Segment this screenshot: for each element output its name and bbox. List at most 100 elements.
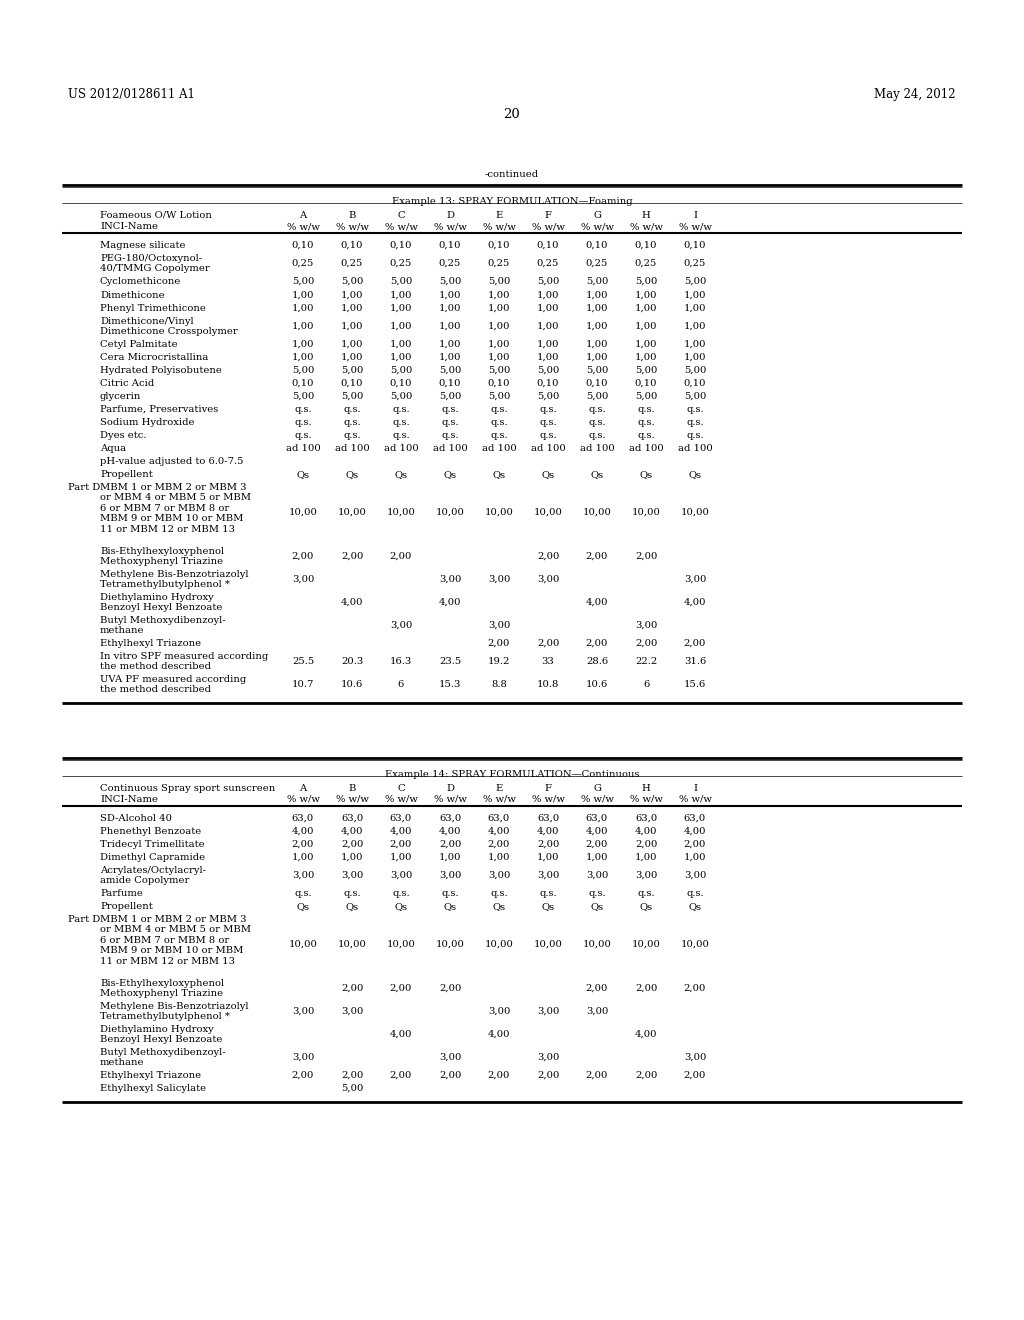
- Text: 2,00: 2,00: [439, 983, 461, 993]
- Text: 3,00: 3,00: [635, 620, 657, 630]
- Text: 1,00: 1,00: [341, 341, 364, 348]
- Text: 1,00: 1,00: [586, 352, 608, 362]
- Text: Qs: Qs: [345, 902, 358, 911]
- Text: Continuous Spray sport sunscreen: Continuous Spray sport sunscreen: [100, 784, 275, 793]
- Text: 0,10: 0,10: [341, 242, 364, 249]
- Text: q.s.: q.s.: [343, 418, 360, 426]
- Text: Dyes etc.: Dyes etc.: [100, 432, 146, 440]
- Text: 4,00: 4,00: [341, 598, 364, 607]
- Text: 0,10: 0,10: [586, 379, 608, 388]
- Text: ad 100: ad 100: [384, 444, 419, 453]
- Text: 2,00: 2,00: [487, 840, 510, 849]
- Text: 10,00: 10,00: [583, 940, 611, 949]
- Text: q.s.: q.s.: [637, 418, 654, 426]
- Text: % w/w: % w/w: [581, 795, 613, 804]
- Text: 5,00: 5,00: [341, 277, 364, 286]
- Text: Qs: Qs: [443, 470, 457, 479]
- Text: 1,00: 1,00: [292, 853, 314, 862]
- Text: Cyclomethicone: Cyclomethicone: [100, 277, 181, 286]
- Text: 1,00: 1,00: [586, 290, 608, 300]
- Text: 10,00: 10,00: [435, 940, 465, 949]
- Text: 2,00: 2,00: [684, 840, 707, 849]
- Text: 4,00: 4,00: [635, 828, 657, 836]
- Text: 1,00: 1,00: [487, 853, 510, 862]
- Text: q.s.: q.s.: [637, 432, 654, 440]
- Text: 0,10: 0,10: [438, 242, 461, 249]
- Text: 5,00: 5,00: [487, 366, 510, 375]
- Text: G: G: [593, 784, 601, 793]
- Text: E: E: [496, 784, 503, 793]
- Text: 4,00: 4,00: [586, 598, 608, 607]
- Text: 15.3: 15.3: [439, 680, 461, 689]
- Text: 8.8: 8.8: [492, 680, 507, 689]
- Text: 2,00: 2,00: [487, 1071, 510, 1080]
- Text: 10,00: 10,00: [534, 508, 562, 517]
- Text: Methylene Bis-Benzotriazolyl
Tetramethylbutylphenol *: Methylene Bis-Benzotriazolyl Tetramethyl…: [100, 1002, 249, 1022]
- Text: 1,00: 1,00: [635, 341, 657, 348]
- Text: % w/w: % w/w: [679, 795, 712, 804]
- Text: Qs: Qs: [493, 470, 506, 479]
- Text: 19.2: 19.2: [487, 657, 510, 667]
- Text: I: I: [693, 784, 697, 793]
- Text: q.s.: q.s.: [392, 888, 410, 898]
- Text: 0,10: 0,10: [684, 242, 707, 249]
- Text: Qs: Qs: [688, 470, 701, 479]
- Text: % w/w: % w/w: [630, 222, 663, 231]
- Text: 3,00: 3,00: [292, 1007, 314, 1016]
- Text: Ethylhexyl Triazone: Ethylhexyl Triazone: [100, 639, 201, 648]
- Text: 28.6: 28.6: [586, 657, 608, 667]
- Text: Qs: Qs: [394, 470, 408, 479]
- Text: 2,00: 2,00: [537, 639, 559, 648]
- Text: Propellent: Propellent: [100, 902, 153, 911]
- Text: 2,00: 2,00: [684, 983, 707, 993]
- Text: q.s.: q.s.: [637, 888, 654, 898]
- Text: q.s.: q.s.: [294, 418, 312, 426]
- Text: 10,00: 10,00: [484, 940, 513, 949]
- Text: Ethylhexyl Triazone: Ethylhexyl Triazone: [100, 1071, 201, 1080]
- Text: 2,00: 2,00: [586, 1071, 608, 1080]
- Text: 4,00: 4,00: [438, 598, 461, 607]
- Text: 1,00: 1,00: [438, 352, 461, 362]
- Text: 4,00: 4,00: [438, 828, 461, 836]
- Text: 1,00: 1,00: [292, 352, 314, 362]
- Text: q.s.: q.s.: [441, 418, 459, 426]
- Text: 5,00: 5,00: [439, 392, 461, 401]
- Text: 1,00: 1,00: [438, 290, 461, 300]
- Text: 4,00: 4,00: [537, 828, 559, 836]
- Text: 2,00: 2,00: [390, 552, 413, 561]
- Text: % w/w: % w/w: [433, 222, 467, 231]
- Text: 31.6: 31.6: [684, 657, 707, 667]
- Text: 10.6: 10.6: [341, 680, 364, 689]
- Text: 5,00: 5,00: [586, 392, 608, 401]
- Text: % w/w: % w/w: [679, 222, 712, 231]
- Text: q.s.: q.s.: [490, 432, 508, 440]
- Text: 2,00: 2,00: [635, 639, 657, 648]
- Text: 1,00: 1,00: [635, 304, 657, 313]
- Text: 0,10: 0,10: [635, 242, 657, 249]
- Text: 0,10: 0,10: [390, 242, 413, 249]
- Text: 1,00: 1,00: [586, 304, 608, 313]
- Text: 4,00: 4,00: [684, 828, 707, 836]
- Text: 2,00: 2,00: [635, 552, 657, 561]
- Text: MBM 1 or MBM 2 or MBM 3
or MBM 4 or MBM 5 or MBM
6 or MBM 7 or MBM 8 or
MBM 9 or: MBM 1 or MBM 2 or MBM 3 or MBM 4 or MBM …: [100, 483, 251, 533]
- Text: 63,0: 63,0: [684, 814, 707, 822]
- Text: glycerin: glycerin: [100, 392, 141, 401]
- Text: Cetyl Palmitate: Cetyl Palmitate: [100, 341, 177, 348]
- Text: 63,0: 63,0: [537, 814, 559, 822]
- Text: 1,00: 1,00: [341, 322, 364, 331]
- Text: 0,10: 0,10: [684, 379, 707, 388]
- Text: 1,00: 1,00: [635, 352, 657, 362]
- Text: 1,00: 1,00: [438, 322, 461, 331]
- Text: 4,00: 4,00: [635, 1030, 657, 1039]
- Text: 20.3: 20.3: [341, 657, 364, 667]
- Text: 1,00: 1,00: [292, 322, 314, 331]
- Text: 3,00: 3,00: [292, 576, 314, 583]
- Text: 10,00: 10,00: [435, 508, 465, 517]
- Text: 0,10: 0,10: [292, 379, 314, 388]
- Text: 3,00: 3,00: [487, 1007, 510, 1016]
- Text: q.s.: q.s.: [588, 405, 606, 414]
- Text: 10,00: 10,00: [387, 940, 416, 949]
- Text: 2,00: 2,00: [390, 1071, 413, 1080]
- Text: Part D: Part D: [68, 483, 100, 492]
- Text: 3,00: 3,00: [439, 576, 461, 583]
